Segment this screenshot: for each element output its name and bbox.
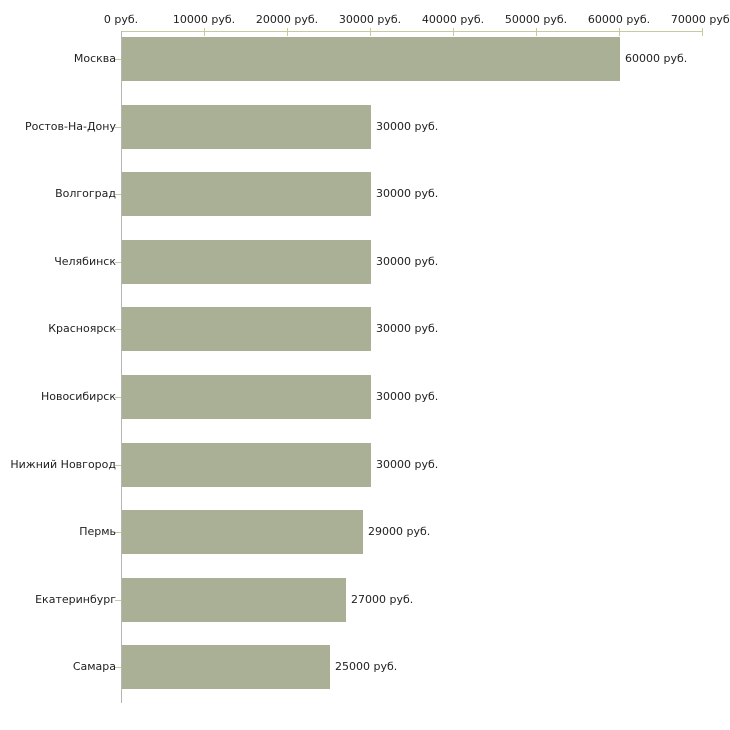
x-axis-tick (453, 28, 454, 36)
bar-1 (122, 37, 620, 81)
category-label: Москва (73, 52, 116, 65)
x-axis-tick (204, 28, 205, 36)
bar-7 (122, 443, 371, 487)
x-axis-tick (287, 28, 288, 36)
x-axis-line (121, 31, 702, 32)
bar-value-label: 60000 руб. (625, 52, 688, 65)
bar-value-label: 27000 руб. (351, 593, 414, 606)
category-label: Пермь (79, 525, 116, 538)
bar-value-label: 30000 руб. (376, 458, 439, 471)
bar-value-label: 30000 руб. (376, 120, 439, 133)
category-label: Екатеринбург (35, 593, 116, 606)
x-axis-tick (619, 28, 620, 36)
x-axis-tick-label: 10000 руб. (172, 13, 236, 26)
x-axis-tick (370, 28, 371, 36)
category-label: Красноярск (48, 322, 116, 335)
category-tick (115, 397, 121, 398)
bar-4 (122, 240, 371, 284)
bar-10 (122, 645, 330, 689)
x-axis-tick (536, 28, 537, 36)
category-label: Нижний Новгород (10, 458, 116, 471)
category-tick (115, 465, 121, 466)
bar-3 (122, 172, 371, 216)
category-label: Новосибирск (40, 390, 116, 403)
category-label: Самара (72, 660, 116, 673)
category-tick (115, 329, 121, 330)
x-axis-tick-label: 0 руб. (103, 13, 139, 26)
bar-value-label: 29000 руб. (368, 525, 431, 538)
category-label: Волгоград (55, 187, 116, 200)
category-tick (115, 262, 121, 263)
bar-8 (122, 510, 363, 554)
x-axis-tick-label: 50000 руб. (504, 13, 568, 26)
x-axis-tick-label: 70000 руб. (670, 13, 730, 26)
category-tick (115, 127, 121, 128)
category-tick (115, 532, 121, 533)
x-axis-tick-label: 60000 руб. (587, 13, 651, 26)
x-axis-tick-label: 30000 руб. (338, 13, 402, 26)
category-tick (115, 194, 121, 195)
y-axis-line (121, 31, 122, 703)
x-axis-tick (702, 28, 703, 36)
bar-value-label: 30000 руб. (376, 255, 439, 268)
bar-9 (122, 578, 346, 622)
x-axis-tick-label: 40000 руб. (421, 13, 485, 26)
category-tick (115, 600, 121, 601)
bar-2 (122, 105, 371, 149)
bar-6 (122, 375, 371, 419)
bar-value-label: 30000 руб. (376, 187, 439, 200)
category-tick (115, 667, 121, 668)
category-tick (115, 59, 121, 60)
x-axis-tick-label: 20000 руб. (255, 13, 319, 26)
bar-value-label: 30000 руб. (376, 390, 439, 403)
bar-value-label: 25000 руб. (335, 660, 398, 673)
category-label: Челябинск (54, 255, 116, 268)
category-label: Ростов-На-Дону (24, 120, 116, 133)
bar-5 (122, 307, 371, 351)
bar-value-label: 30000 руб. (376, 322, 439, 335)
